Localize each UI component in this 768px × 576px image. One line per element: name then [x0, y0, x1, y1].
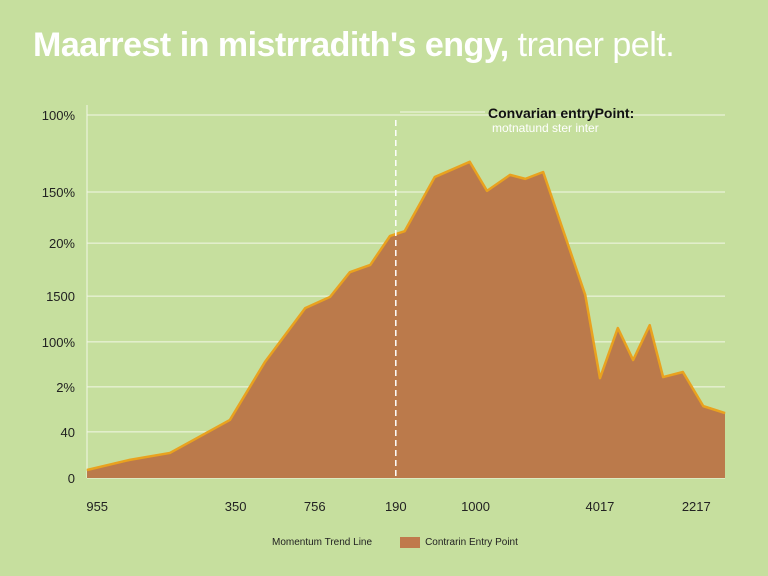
y-tick-label: 40 [61, 425, 75, 440]
data-point [404, 230, 406, 232]
x-tick-label: 955 [86, 499, 108, 514]
data-point [599, 377, 601, 379]
data-point [509, 174, 511, 176]
data-point [86, 469, 88, 471]
legend-area-swatch [400, 537, 421, 548]
y-tick-label: 2% [56, 380, 75, 395]
legend-area-label: Contrarin Entry Point [425, 537, 518, 548]
data-point [169, 452, 171, 454]
data-point [304, 307, 306, 309]
data-point [349, 271, 351, 273]
annotation-heading: Convarian entryPoint: [488, 105, 634, 121]
data-point [486, 190, 488, 192]
data-point [369, 264, 371, 266]
data-point [584, 294, 586, 296]
data-point [649, 324, 651, 326]
data-point [434, 176, 436, 178]
x-axis: 955 350 756 190 1000 4017 2217 [86, 499, 710, 514]
data-point [632, 359, 634, 361]
data-point [389, 235, 391, 237]
y-tick-label: 1500 [46, 289, 75, 304]
area-series [86, 160, 726, 478]
data-point [229, 419, 231, 421]
y-tick-label: 100% [42, 335, 76, 350]
y-tick-label: 0 [68, 471, 75, 486]
x-tick-label: 190 [385, 499, 407, 514]
annotation-sub: motnatund ster inter [492, 121, 599, 135]
title-bold: Maarrest in mistrradith's engy, [33, 26, 509, 64]
y-tick-label: 20% [49, 236, 75, 251]
data-point [329, 296, 331, 298]
area-outline [86, 160, 726, 472]
y-tick-label: 150% [42, 185, 76, 200]
data-point [129, 459, 131, 461]
area-fill [87, 161, 725, 478]
data-point [617, 327, 619, 329]
data-point [542, 171, 544, 173]
x-tick-label: 2217 [682, 499, 711, 514]
data-point [662, 376, 664, 378]
chart-title: Maarrest in mistrradith's engy, traner p… [33, 26, 675, 65]
x-tick-label: 4017 [585, 499, 614, 514]
data-point [724, 412, 726, 414]
y-axis: 100% 150% 20% 1500 100% 2% 40 0 [42, 108, 76, 486]
legend-line-label: Momentum Trend Line [272, 537, 373, 548]
y-tick-label: 100% [42, 108, 76, 123]
data-point [264, 361, 266, 363]
data-point [469, 161, 471, 163]
data-point [524, 178, 526, 180]
x-tick-label: 350 [225, 499, 247, 514]
data-point [682, 371, 684, 373]
x-tick-label: 1000 [461, 499, 490, 514]
data-point [702, 405, 704, 407]
x-tick-label: 756 [304, 499, 326, 514]
title-light: traner pelt. [517, 26, 675, 64]
legend: Momentum Trend Line Contrarin Entry Poin… [272, 537, 518, 548]
